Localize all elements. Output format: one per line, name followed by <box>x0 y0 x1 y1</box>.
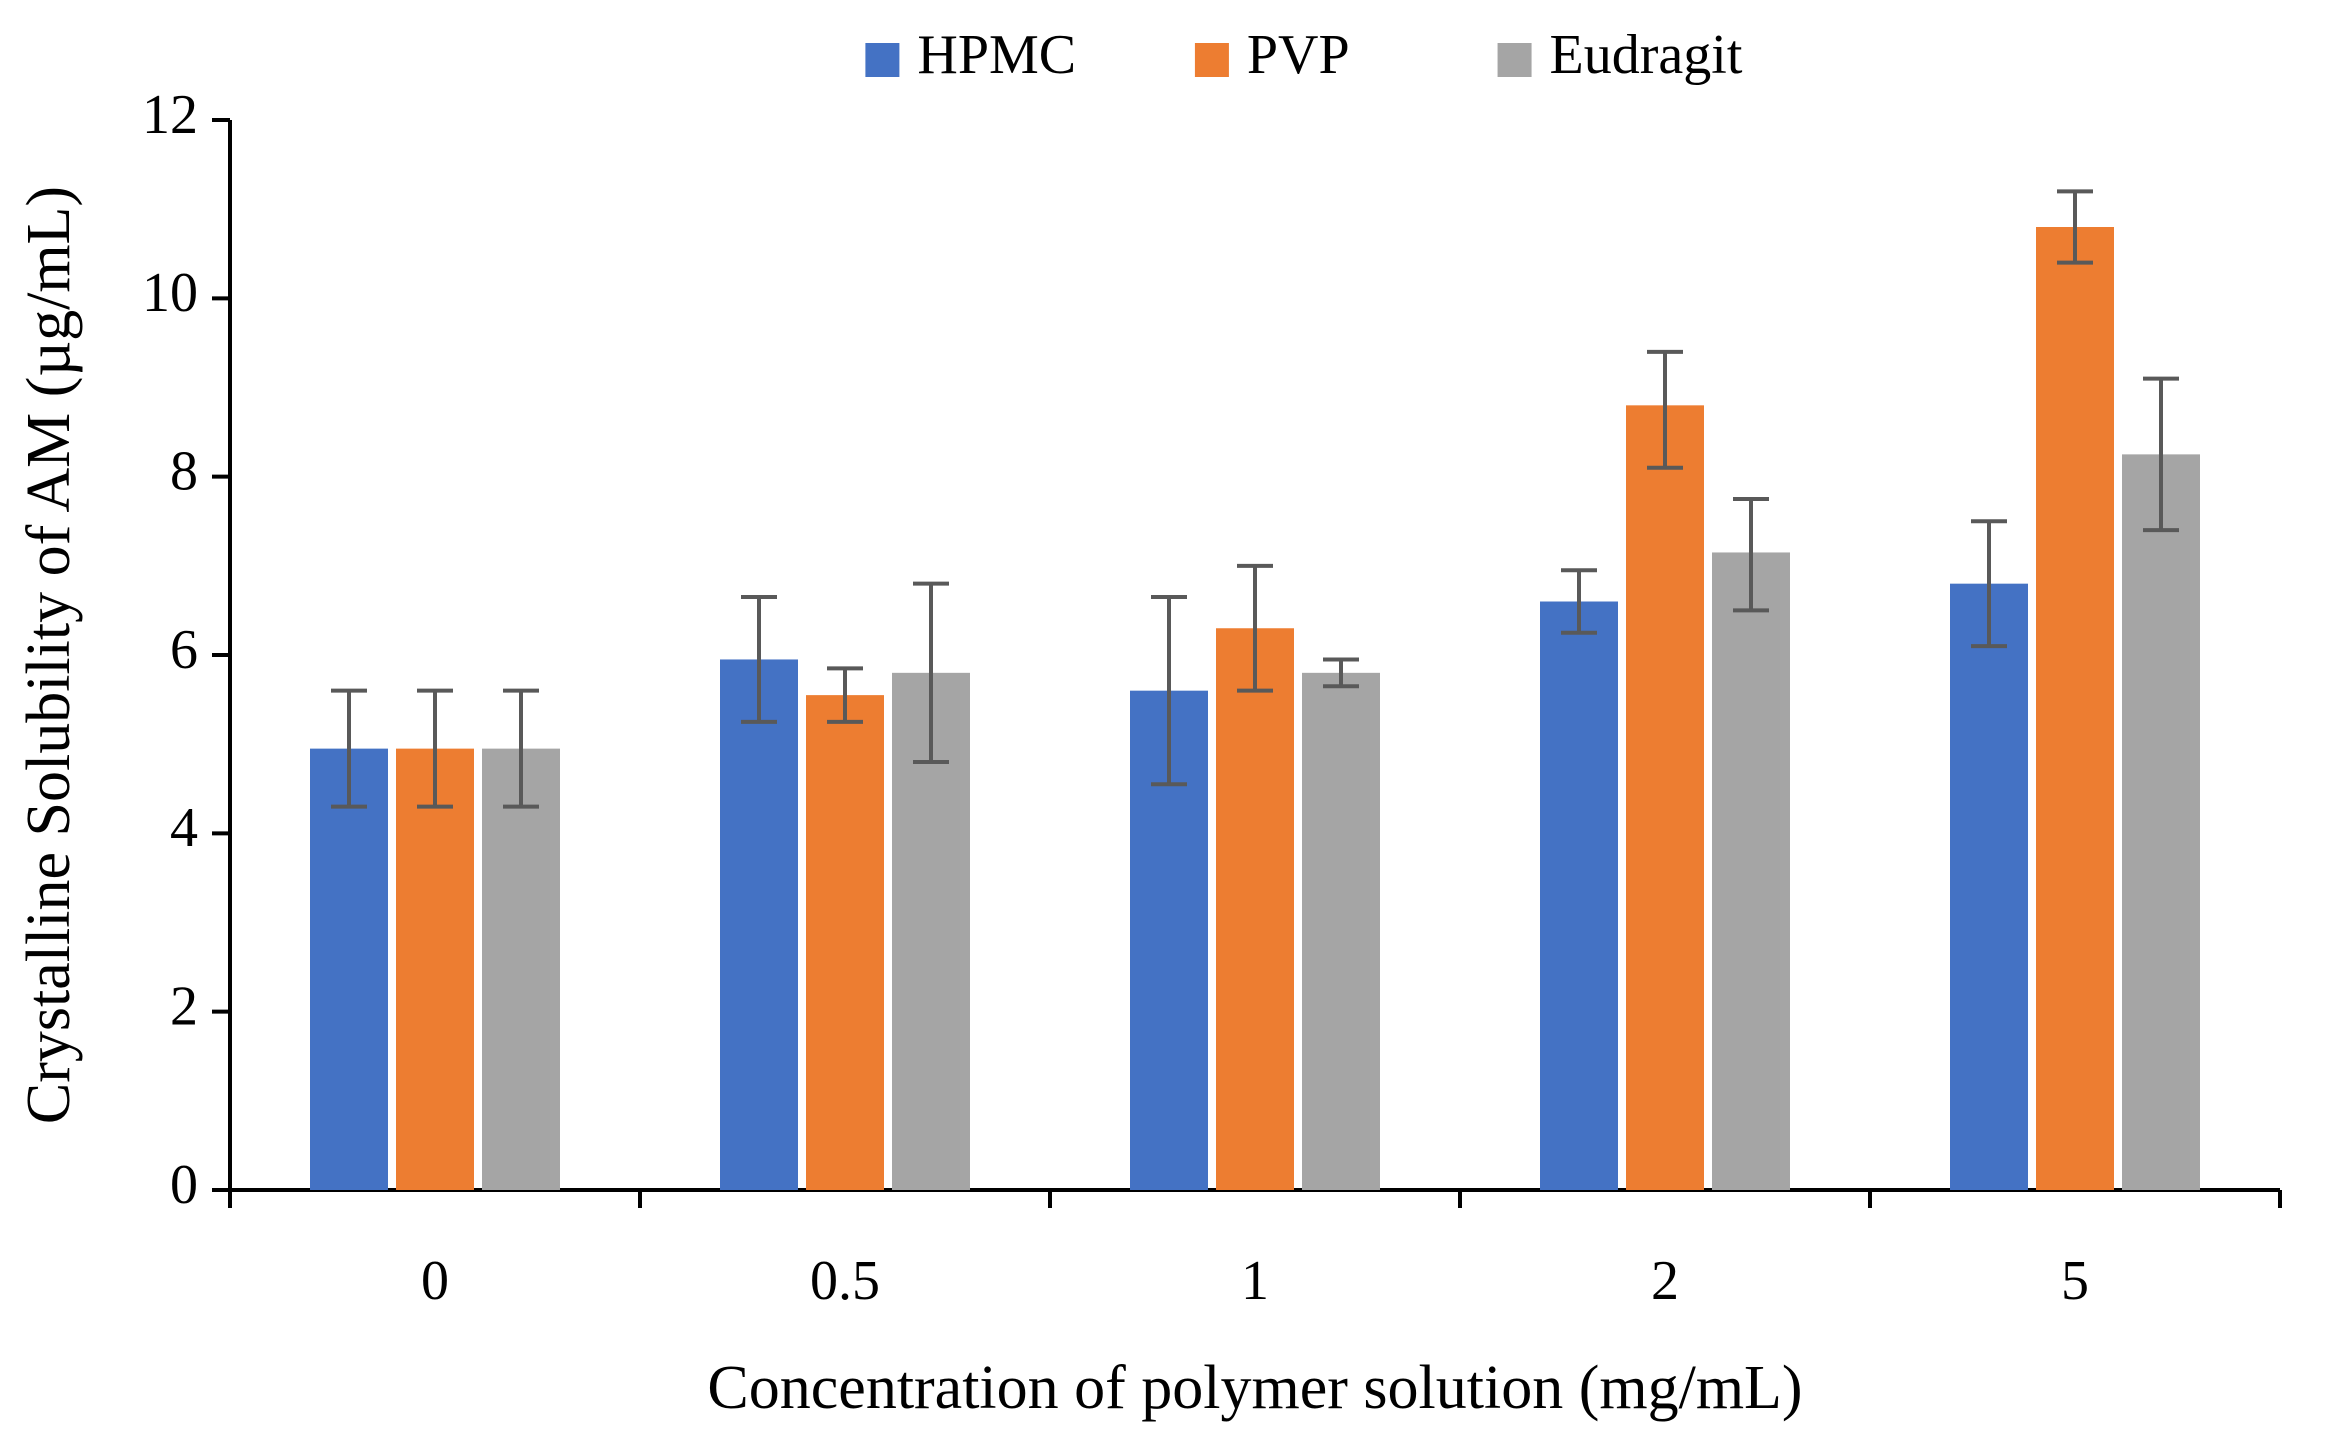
bar <box>806 695 884 1190</box>
y-tick-label: 8 <box>170 441 198 503</box>
y-tick-label: 6 <box>170 619 198 681</box>
y-tick-label: 0 <box>170 1154 198 1216</box>
x-tick-label: 5 <box>2061 1250 2089 1312</box>
y-tick-label: 2 <box>170 976 198 1038</box>
solubility-bar-chart: HPMCPVPEudragit024681012Crystalline Solu… <box>0 0 2331 1432</box>
legend-label: HPMC <box>917 24 1076 86</box>
legend: HPMC PVP Eudragit <box>865 24 1742 86</box>
x-axis-label: Concentration of polymer solution (mg/mL… <box>707 1354 1802 1422</box>
bar <box>1302 673 1380 1190</box>
bar <box>2122 454 2200 1190</box>
bar <box>1216 628 1294 1190</box>
legend-swatch <box>1195 43 1229 77</box>
bar <box>1712 552 1790 1190</box>
bar <box>1626 405 1704 1190</box>
x-tick-label: 1 <box>1241 1250 1269 1312</box>
y-tick-label: 10 <box>142 262 198 324</box>
chart-svg: HPMCPVPEudragit024681012Crystalline Solu… <box>0 0 2331 1432</box>
legend-swatch <box>865 43 899 77</box>
x-tick-label: 0 <box>421 1250 449 1312</box>
legend-label: PVP <box>1247 24 1350 86</box>
y-tick-label: 4 <box>170 797 198 859</box>
bar <box>1950 584 2028 1190</box>
bar <box>2036 227 2114 1190</box>
bar <box>720 659 798 1190</box>
x-tick-label: 0.5 <box>810 1250 880 1312</box>
bar <box>1540 602 1618 1191</box>
y-axis-label: Crystalline Solubility of AM (µg/mL) <box>15 186 83 1124</box>
bar <box>310 749 388 1190</box>
x-tick-label: 2 <box>1651 1250 1679 1312</box>
y-tick-label: 12 <box>142 84 198 146</box>
legend-swatch <box>1498 43 1532 77</box>
bar <box>482 749 560 1190</box>
bar <box>396 749 474 1190</box>
legend-label: Eudragit <box>1550 24 1743 86</box>
